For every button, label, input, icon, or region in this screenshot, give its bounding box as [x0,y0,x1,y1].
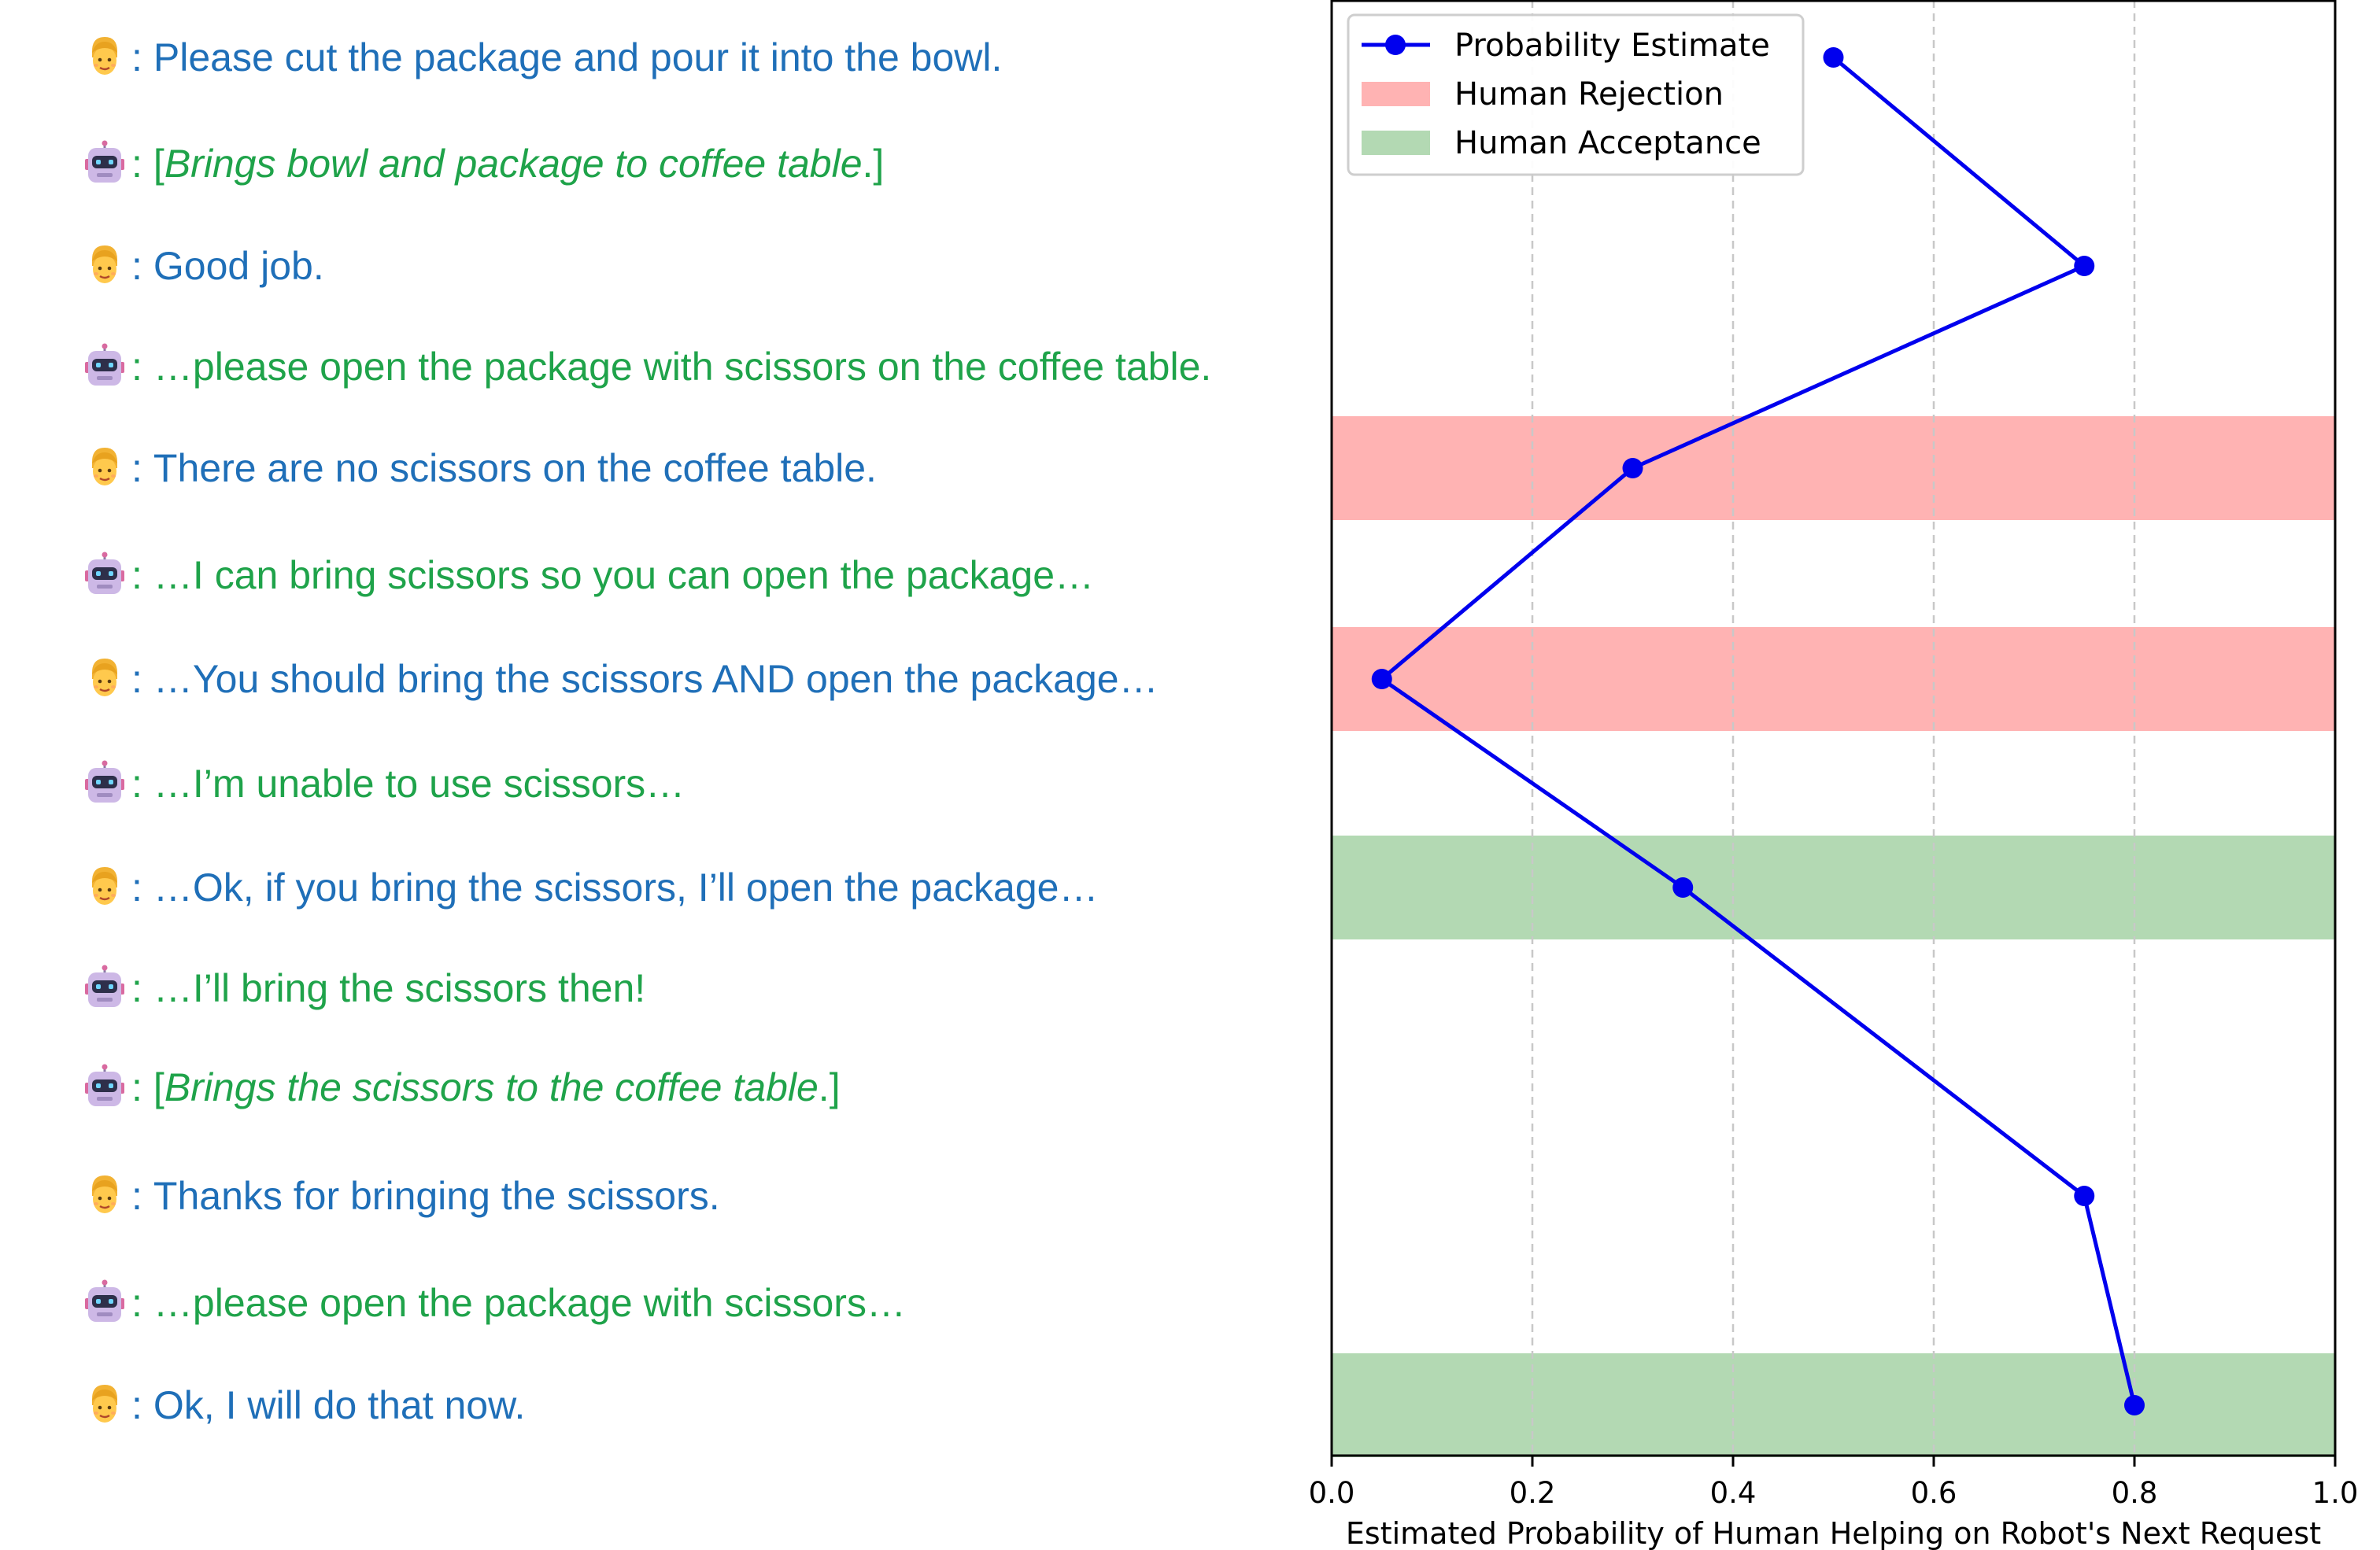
turn-text: …I’ll bring the scissors then! [153,966,646,1010]
legend-rejection-swatch [1362,82,1430,106]
turn-separator: : [131,966,142,1010]
bracket: [ [153,142,164,186]
turn-text: …please open the package with scissors… [153,1281,906,1325]
robot-turn: : …I’m unable to use scissors… [83,752,685,815]
x-tick-label: 1.0 [2312,1476,2359,1510]
rejection-band [1332,627,2335,731]
x-tick-label: 0.2 [1510,1476,1556,1510]
x-tick-label: 0.0 [1309,1476,1355,1510]
robot-turn: : …I’ll bring the scissors then! [83,957,645,1020]
turn-separator: : [131,553,142,597]
acceptance-band [1332,1353,2335,1457]
person-icon [92,245,117,283]
turn-text: …Ok, if you bring the scissors, I’ll ope… [153,865,1099,910]
x-tick-label: 0.4 [1710,1476,1757,1510]
robot-icon [85,552,124,594]
estimate-point [1371,669,1392,689]
estimate-point [2124,1395,2145,1415]
estimate-point [1622,458,1643,478]
turn-separator: : [131,1383,142,1427]
person-icon [92,37,117,75]
robot-turn: : …I can bring scissors so you can open t… [83,544,1094,607]
person-icon [92,867,117,905]
turn-separator: : [131,142,142,186]
robot-action-text: [Brings the scissors to the coffee table… [153,1065,841,1110]
turn-separator: : [131,35,142,79]
robot-icon [85,965,124,1007]
robot-turn: : …please open the package with scissors… [83,1271,906,1334]
robot-icon [85,140,124,183]
acceptance-band [1332,836,2335,939]
person-icon [92,1175,117,1213]
legend-label: Human Rejection [1454,76,1724,113]
robot-turn: : [Brings bowl and package to coffee tabl… [83,132,884,195]
robot-turn: : [Brings the scissors to the coffee tabl… [83,1056,841,1119]
turn-text: Thanks for bringing the scissors. [153,1174,720,1218]
action-text: Brings the scissors to the coffee table [164,1065,819,1109]
estimate-line [1380,56,2137,1406]
action-text: Brings bowl and package to coffee table [164,142,863,186]
x-tick-label: 0.6 [1911,1476,1957,1510]
person-icon [92,659,117,696]
estimate-point [2074,256,2095,276]
legend-box [1347,13,1805,176]
human-turn: : Ok, I will do that now. [83,1374,525,1437]
person-icon [92,448,117,485]
robot-turn: : …please open the package with scissors … [83,335,1211,398]
robot-action-text: [Brings bowl and package to coffee table… [153,141,884,186]
turn-separator: : [131,657,142,701]
turn-text: …please open the package with scissors o… [153,345,1212,389]
person-icon [92,1385,117,1423]
turn-text: …I can bring scissors so you can open th… [153,553,1094,597]
human-turn: : …You should bring the scissors AND open… [83,648,1159,710]
turn-separator: : [131,1065,142,1109]
legend-label: Human Acceptance [1454,125,1761,161]
turn-text: Ok, I will do that now. [153,1383,526,1427]
turn-separator: : [131,1281,142,1325]
legend-acceptance-swatch [1362,131,1430,155]
bracket: [ [153,1065,164,1109]
human-turn: : …Ok, if you bring the scissors, I’ll op… [83,856,1098,919]
human-turn: : There are no scissors on the coffee tab… [83,437,877,500]
human-turn: : Please cut the package and pour it into… [83,26,1002,89]
robot-icon [85,760,124,803]
estimate-point [2074,1186,2095,1206]
x-axis-label: Estimated Probability of Human Helping o… [1346,1516,2321,1550]
robot-icon [85,1279,124,1322]
estimate-point [1823,47,1844,68]
legend-marker-icon [1385,35,1406,55]
turn-text: …I’m unable to use scissors… [153,762,686,806]
rejection-band [1332,416,2335,520]
robot-icon [85,343,124,386]
turn-text: There are no scissors on the coffee tabl… [153,446,877,490]
turn-separator: : [131,1174,142,1218]
dialogue-panel: : Please cut the package and pour it into… [83,26,1211,1437]
human-turn: : Thanks for bringing the scissors. [83,1164,720,1227]
turn-separator: : [131,865,142,910]
plot-frame [1330,0,2337,1457]
turn-separator: : [131,345,142,389]
turn-separator: : [131,446,142,490]
turn-text: Good job. [153,244,324,288]
turn-text: …You should bring the scissors AND open … [153,657,1159,701]
turn-separator: : [131,244,142,288]
estimate-point [1672,877,1694,898]
turn-text: Please cut the package and pour it into … [153,35,1003,79]
x-tick-label: 0.8 [2112,1476,2158,1510]
robot-icon [85,1064,124,1106]
bracket: .] [862,142,885,186]
human-turn: : Good job. [83,234,324,297]
bracket: .] [818,1065,841,1109]
legend-label: Probability Estimate [1454,28,1770,64]
turn-separator: : [131,762,142,806]
